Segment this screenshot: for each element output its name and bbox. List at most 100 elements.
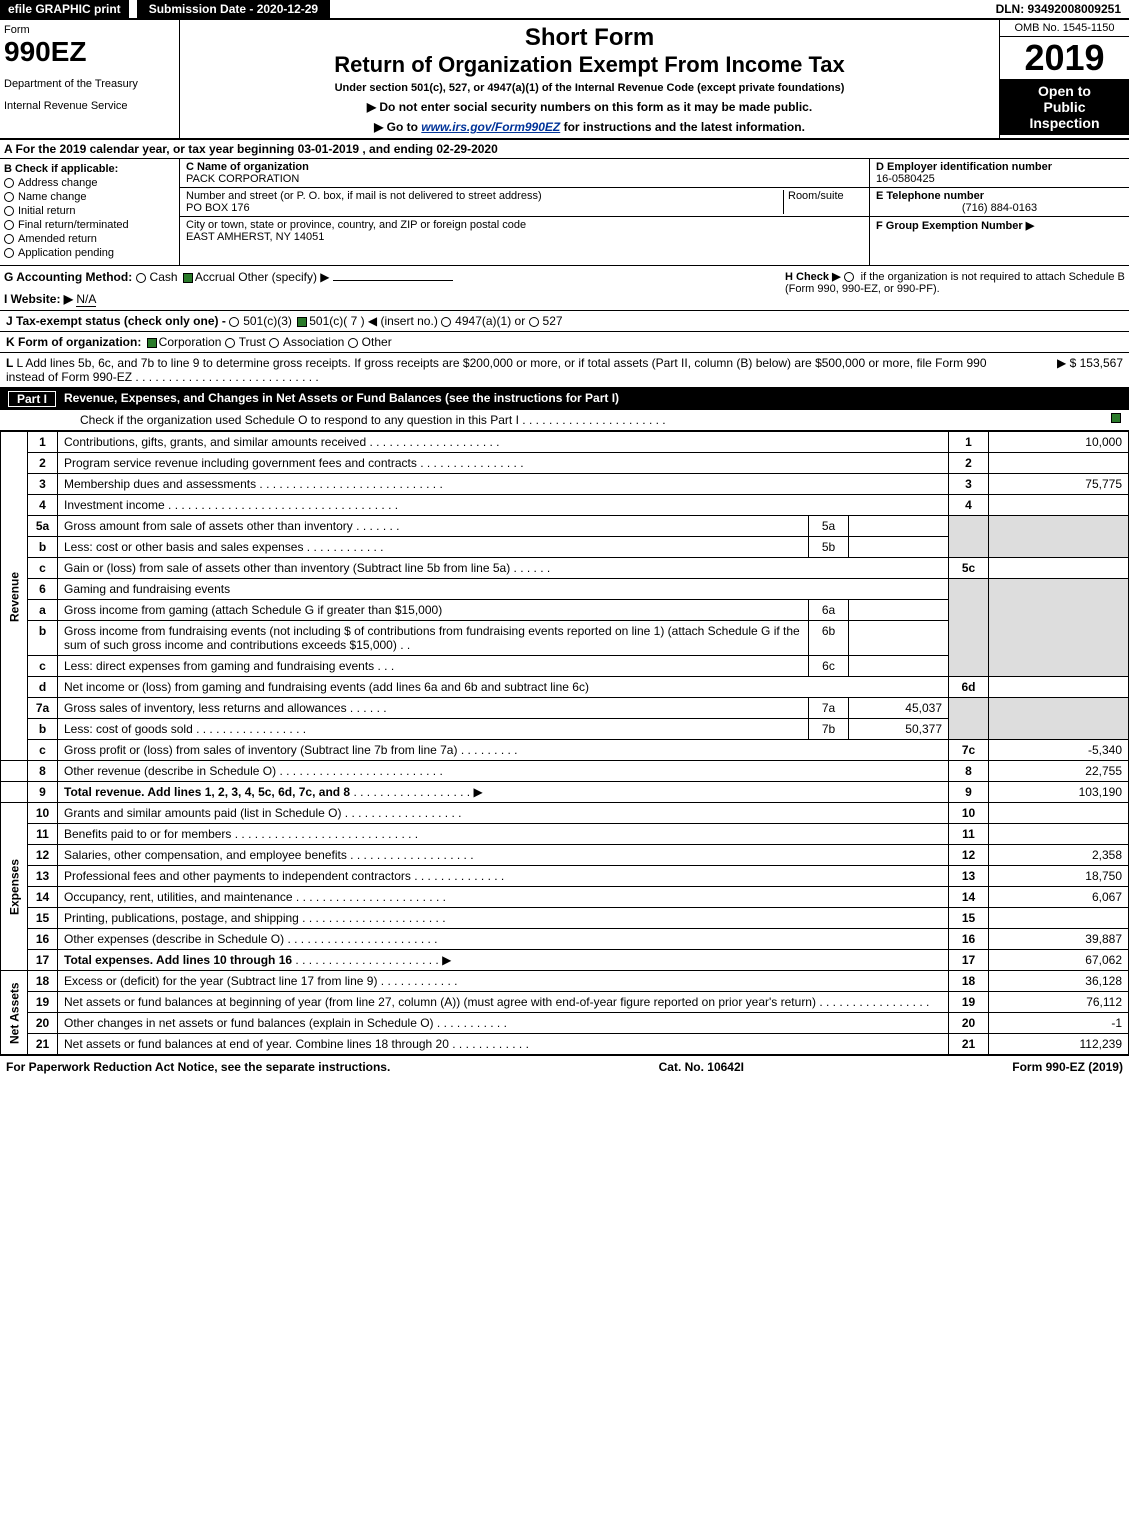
line-1-amount: 10,000 bbox=[989, 432, 1129, 453]
checkbox-name-change[interactable]: Name change bbox=[4, 191, 175, 203]
line-12: 12Salaries, other compensation, and empl… bbox=[1, 845, 1129, 866]
line-7a-inner: 45,037 bbox=[849, 698, 949, 719]
header-left: Form 990EZ Department of the Treasury In… bbox=[0, 20, 180, 138]
line-7b-inner: 50,377 bbox=[849, 719, 949, 740]
line-12-amount: 2,358 bbox=[989, 845, 1129, 866]
line-1: Revenue 1Contributions, gifts, grants, a… bbox=[1, 432, 1129, 453]
accounting-method-block: G Accounting Method: Cash Accrual Other … bbox=[0, 266, 1129, 311]
irs-link[interactable]: www.irs.gov/Form990EZ bbox=[421, 120, 560, 134]
col-c-org-info: C Name of organization PACK CORPORATION … bbox=[180, 159, 869, 265]
website-value: N/A bbox=[76, 292, 96, 307]
org-city-row: City or town, state or province, country… bbox=[180, 217, 869, 245]
form-header: Form 990EZ Department of the Treasury In… bbox=[0, 20, 1129, 140]
room-suite-label: Room/suite bbox=[783, 190, 863, 214]
netassets-vert-label: Net Assets bbox=[1, 971, 28, 1055]
group-exemption-row: F Group Exemption Number ▶ bbox=[870, 217, 1129, 234]
col-b-checkboxes: B Check if applicable: Address change Na… bbox=[0, 159, 180, 265]
expenses-vert-label: Expenses bbox=[1, 803, 28, 971]
org-name-row: C Name of organization PACK CORPORATION bbox=[180, 159, 869, 188]
line-15: 15Printing, publications, postage, and s… bbox=[1, 908, 1129, 929]
return-title: Return of Organization Exempt From Incom… bbox=[188, 52, 991, 78]
entity-block: B Check if applicable: Address change Na… bbox=[0, 159, 1129, 266]
ein-label: D Employer identification number bbox=[876, 161, 1123, 173]
line-3: 3Membership dues and assessments . . . .… bbox=[1, 474, 1129, 495]
line-11: 11Benefits paid to or for members . . . … bbox=[1, 824, 1129, 845]
tax-year: 2019 bbox=[1000, 37, 1129, 79]
dept-irs: Internal Revenue Service bbox=[4, 100, 175, 112]
l-text: L Add lines 5b, 6c, and 7b to line 9 to … bbox=[6, 356, 987, 384]
l-gross-receipts: L L Add lines 5b, 6c, and 7b to line 9 t… bbox=[0, 353, 1129, 388]
line-13-amount: 18,750 bbox=[989, 866, 1129, 887]
org-addr-row: Number and street (or P. O. box, if mail… bbox=[180, 188, 869, 217]
part-i-title: Revenue, Expenses, and Changes in Net As… bbox=[64, 391, 619, 407]
checkbox-amended-return[interactable]: Amended return bbox=[4, 233, 175, 245]
checkbox-address-change[interactable]: Address change bbox=[4, 177, 175, 189]
line-18-amount: 36,128 bbox=[989, 971, 1129, 992]
line-16: 16Other expenses (describe in Schedule O… bbox=[1, 929, 1129, 950]
line-7c-amount: -5,340 bbox=[989, 740, 1129, 761]
org-address: PO BOX 176 bbox=[186, 202, 783, 214]
g-label: G Accounting Method: bbox=[4, 270, 132, 284]
open1: Open to bbox=[1004, 83, 1125, 99]
line-18: Net Assets 18Excess or (deficit) for the… bbox=[1, 971, 1129, 992]
submission-date: Submission Date - 2020-12-29 bbox=[137, 0, 330, 18]
org-name-label: C Name of organization bbox=[186, 161, 863, 173]
line-8: 8Other revenue (describe in Schedule O) … bbox=[1, 761, 1129, 782]
i-website-label: I Website: ▶ bbox=[4, 292, 73, 306]
header-right: OMB No. 1545-1150 2019 Open to Public In… bbox=[999, 20, 1129, 138]
j-label: J Tax-exempt status (check only one) - bbox=[6, 314, 226, 328]
line-5a: 5aGross amount from sale of assets other… bbox=[1, 516, 1129, 537]
line-17: 17Total expenses. Add lines 10 through 1… bbox=[1, 950, 1129, 971]
k-form-of-org: K Form of organization: Corporation Trus… bbox=[0, 332, 1129, 353]
checkbox-other-org[interactable] bbox=[348, 338, 358, 348]
goto-pre: ▶ Go to bbox=[374, 120, 421, 134]
checkbox-501c[interactable] bbox=[297, 317, 307, 327]
line-7a: 7aGross sales of inventory, less returns… bbox=[1, 698, 1129, 719]
checkbox-h[interactable] bbox=[844, 272, 854, 282]
section-a-taxyear: A For the 2019 calendar year, or tax yea… bbox=[0, 140, 1129, 159]
checkbox-cash[interactable] bbox=[136, 273, 146, 283]
checkbox-association[interactable] bbox=[269, 338, 279, 348]
omb-number: OMB No. 1545-1150 bbox=[1000, 20, 1129, 37]
ein-row: D Employer identification number 16-0580… bbox=[870, 159, 1129, 188]
line-19: 19Net assets or fund balances at beginni… bbox=[1, 992, 1129, 1013]
line-17-amount: 67,062 bbox=[989, 950, 1129, 971]
line-5c: cGain or (loss) from sale of assets othe… bbox=[1, 558, 1129, 579]
dept-treasury: Department of the Treasury bbox=[4, 78, 175, 90]
checkbox-501c3[interactable] bbox=[229, 317, 239, 327]
checkbox-schedule-o[interactable] bbox=[1111, 413, 1121, 423]
efile-label[interactable]: efile GRAPHIC print bbox=[0, 0, 129, 18]
h-schedule-b: H Check ▶ if the organization is not req… bbox=[785, 270, 1125, 306]
line-6: 6Gaming and fundraising events bbox=[1, 579, 1129, 600]
col-de: D Employer identification number 16-0580… bbox=[869, 159, 1129, 265]
line-21: 21Net assets or fund balances at end of … bbox=[1, 1034, 1129, 1055]
checkbox-application-pending[interactable]: Application pending bbox=[4, 247, 175, 259]
group-exemption-label: F Group Exemption Number ▶ bbox=[876, 220, 1034, 232]
addr-label: Number and street (or P. O. box, if mail… bbox=[186, 190, 783, 202]
checkbox-initial-return[interactable]: Initial return bbox=[4, 205, 175, 217]
part-i-header: Part I Revenue, Expenses, and Changes in… bbox=[0, 388, 1129, 410]
checkbox-corporation[interactable] bbox=[147, 338, 157, 348]
goto-line: ▶ Go to www.irs.gov/Form990EZ for instru… bbox=[188, 120, 991, 134]
line-21-amount: 112,239 bbox=[989, 1034, 1129, 1055]
open2: Public bbox=[1004, 99, 1125, 115]
part-i-table: Revenue 1Contributions, gifts, grants, a… bbox=[0, 431, 1129, 1055]
form-number: 990EZ bbox=[4, 36, 175, 68]
goto-post: for instructions and the latest informat… bbox=[560, 120, 805, 134]
line-14-amount: 6,067 bbox=[989, 887, 1129, 908]
checkbox-trust[interactable] bbox=[225, 338, 235, 348]
line-14: 14Occupancy, rent, utilities, and mainte… bbox=[1, 887, 1129, 908]
form-label: Form bbox=[4, 24, 175, 36]
line-9: 9Total revenue. Add lines 1, 2, 3, 4, 5c… bbox=[1, 782, 1129, 803]
open3: Inspection bbox=[1004, 115, 1125, 131]
checkbox-527[interactable] bbox=[529, 317, 539, 327]
checkbox-final-return[interactable]: Final return/terminated bbox=[4, 219, 175, 231]
checkbox-4947[interactable] bbox=[441, 317, 451, 327]
part-i-check-line: Check if the organization used Schedule … bbox=[0, 410, 1129, 431]
checkbox-accrual[interactable] bbox=[183, 273, 193, 283]
g-accounting: G Accounting Method: Cash Accrual Other … bbox=[4, 270, 785, 306]
top-bar: efile GRAPHIC print Submission Date - 20… bbox=[0, 0, 1129, 20]
phone-value: (716) 884-0163 bbox=[876, 202, 1123, 214]
city-label: City or town, state or province, country… bbox=[186, 219, 863, 231]
line-6d: dNet income or (loss) from gaming and fu… bbox=[1, 677, 1129, 698]
